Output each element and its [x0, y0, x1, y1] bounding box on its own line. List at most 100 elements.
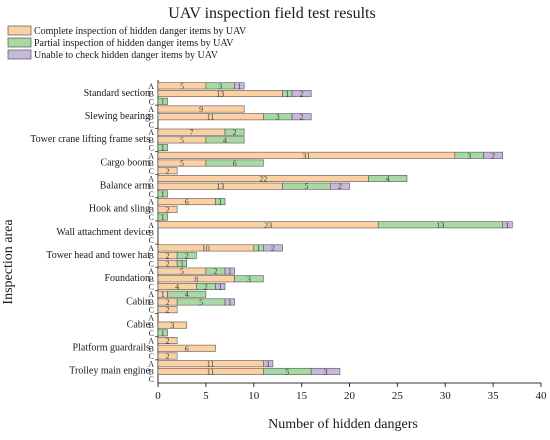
sub-label: B	[149, 159, 154, 168]
x-tick-label: 10	[248, 390, 260, 402]
data-label: 1	[505, 221, 509, 230]
bar-segment-partial	[224, 128, 245, 136]
x-tick-label: 15	[296, 390, 308, 402]
legend-swatch-unable	[7, 49, 32, 60]
bar-segment-partial	[205, 159, 264, 167]
bar-segment-partial	[157, 97, 168, 105]
sub-label: C	[149, 190, 154, 199]
data-label: 1	[218, 283, 222, 292]
sub-label: B	[149, 205, 154, 214]
bar-segment-unable	[224, 267, 235, 275]
sub-label: A	[148, 128, 154, 137]
data-label: 1	[228, 267, 232, 276]
data-label: 3	[324, 367, 328, 376]
category-label: Trolley main engine	[69, 366, 150, 377]
bar-segment-unable	[263, 360, 274, 368]
bar-segment-unable	[291, 113, 312, 121]
sub-label: B	[149, 136, 154, 145]
sub-label: B	[149, 90, 154, 99]
category-label: Foundation	[104, 273, 150, 284]
bar-segment-partial	[157, 329, 168, 337]
data-label: 2	[213, 267, 217, 276]
bar-segment-complete	[157, 352, 178, 360]
y-axis-label: Inspection area	[1, 219, 16, 305]
data-label: 2	[166, 306, 170, 315]
data-label: 6	[233, 159, 237, 168]
data-label: 3	[467, 151, 471, 160]
data-label: 4	[223, 136, 227, 145]
legend-label-partial: Partial inspection of hidden danger item…	[34, 38, 234, 49]
legend-swatch-complete	[7, 25, 32, 36]
sub-label: C	[149, 306, 154, 315]
bar-segment-complete	[157, 105, 245, 113]
bar-segment-unable	[263, 244, 283, 252]
data-label: 4	[175, 283, 179, 292]
data-label: 22	[259, 174, 267, 183]
data-label: 13	[216, 182, 224, 191]
data-label: 1	[161, 144, 165, 153]
sub-label: A	[148, 360, 154, 369]
data-label: 5	[304, 182, 308, 191]
sub-label: C	[149, 236, 154, 245]
sub-label: B	[149, 321, 154, 330]
sub-label: A	[148, 221, 154, 230]
bar-segment-unable	[291, 90, 312, 98]
bar-segment-unable	[224, 298, 235, 306]
data-label: 1	[180, 259, 184, 268]
bar-segment-unable	[330, 182, 350, 190]
bar-segment-complete	[157, 167, 178, 175]
data-label: 1	[257, 244, 261, 253]
data-label: 3	[276, 113, 280, 122]
bar-segment-unable	[502, 221, 513, 229]
x-tick-label: 40	[536, 390, 548, 402]
sub-label: B	[149, 298, 154, 307]
sub-label: B	[149, 229, 154, 238]
sub-label: C	[149, 120, 154, 129]
category-label: Wall attachment device	[56, 227, 150, 238]
sub-label: A	[148, 313, 154, 322]
data-label: 13	[436, 221, 444, 230]
sub-label: B	[149, 275, 154, 284]
data-label: 2	[166, 298, 170, 307]
data-label: 2	[185, 252, 189, 261]
category-label: Platform guardrails	[73, 343, 151, 354]
x-axis-label: Number of hidden dangers	[268, 417, 418, 432]
sub-label: B	[149, 252, 154, 261]
data-label: 31	[302, 151, 310, 160]
sub-label: B	[149, 113, 154, 122]
bar-segment-unable	[483, 151, 503, 159]
legend: Complete inspection of hidden danger ite…	[7, 25, 247, 61]
data-label: 11	[207, 367, 215, 376]
bar-segment-partial	[176, 252, 197, 260]
category-label: Standard section	[84, 88, 150, 99]
bar-segment-partial	[176, 259, 188, 267]
bar-segment-unable	[310, 367, 341, 375]
bar-segment-unable	[234, 82, 245, 90]
bar-segment-partial	[167, 290, 207, 298]
sub-label: C	[149, 167, 154, 176]
data-label: 2	[271, 244, 275, 253]
x-tick-label: 5	[203, 390, 209, 402]
data-label: 6	[185, 198, 189, 207]
data-label: 3	[247, 275, 251, 284]
data-label: 2	[166, 259, 170, 268]
bar-segment-partial	[215, 198, 226, 206]
data-label: 5	[180, 82, 184, 91]
data-label: 5	[180, 159, 184, 168]
sub-label: A	[148, 244, 154, 253]
category-label: Balance arm	[100, 181, 150, 192]
data-label: 1	[161, 190, 165, 199]
sub-label: C	[149, 329, 154, 338]
bar-segment-complete	[157, 306, 178, 314]
data-label: 11	[207, 360, 215, 369]
chart-title: UAV inspection field test results	[168, 5, 375, 22]
category-label: Cargo boom	[100, 157, 150, 168]
legend-label-unable: Unable to check hidden danger items by U…	[34, 50, 219, 61]
category-label: Tower head and tower hat	[46, 250, 150, 261]
category-label: Slewing bearing	[85, 111, 150, 122]
sub-label: A	[148, 198, 154, 207]
sub-label: A	[148, 151, 154, 160]
data-label: 9	[199, 105, 203, 114]
